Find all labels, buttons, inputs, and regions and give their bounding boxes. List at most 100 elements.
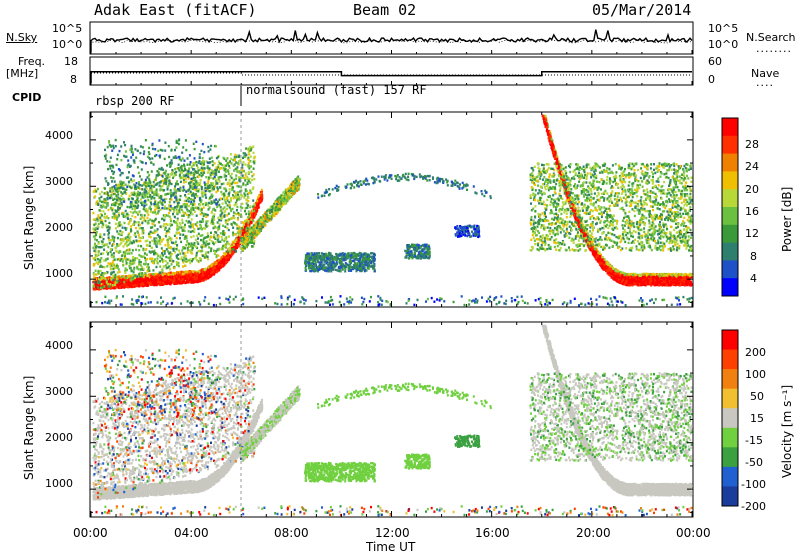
- power-mark: [128, 259, 130, 261]
- power-mark: [106, 160, 108, 162]
- power-mark: [110, 251, 112, 253]
- power-mark: [113, 193, 115, 195]
- power-mark: [200, 274, 202, 276]
- power-mark: [97, 282, 99, 284]
- power-mark: [236, 209, 238, 211]
- power-mark: [125, 236, 127, 238]
- power-mark: [103, 216, 105, 218]
- power-mark: [238, 155, 240, 157]
- power-mark: [124, 144, 126, 146]
- power-mark: [232, 186, 234, 188]
- power-mark: [168, 145, 170, 147]
- power-mark: [114, 217, 116, 219]
- power-mark: [148, 174, 150, 176]
- power-mark: [126, 252, 128, 254]
- power-mark: [197, 169, 199, 171]
- power-mark: [153, 232, 155, 234]
- power-mark: [159, 281, 161, 283]
- power-mark: [233, 179, 235, 181]
- power-mark: [172, 177, 174, 179]
- power-mark: [140, 264, 142, 266]
- power-mark: [98, 246, 100, 248]
- power-mark: [236, 182, 238, 184]
- power-mark: [93, 281, 95, 283]
- power-mark: [226, 208, 228, 210]
- power-mark: [177, 167, 179, 169]
- power-mark: [193, 228, 195, 230]
- power-mark: [150, 203, 152, 205]
- power-mark: [112, 279, 114, 281]
- power-mark: [158, 173, 160, 175]
- power-mark: [219, 223, 221, 225]
- power-mark: [232, 181, 234, 183]
- power-mark: [237, 212, 239, 214]
- power-mark: [221, 256, 223, 258]
- power-mark: [169, 182, 171, 184]
- power-mark: [189, 249, 191, 251]
- power-mark: [225, 221, 227, 223]
- power-mark: [177, 183, 179, 185]
- power-mark: [210, 232, 212, 234]
- power-mark: [115, 194, 117, 196]
- power-mark: [223, 240, 225, 242]
- power-mark: [209, 238, 211, 240]
- power-mark: [182, 230, 184, 232]
- power-mark: [222, 248, 224, 250]
- power-mark: [207, 187, 209, 189]
- power-mark: [174, 235, 176, 237]
- power-mark: [117, 267, 119, 269]
- power-mark: [100, 206, 102, 208]
- power-mark: [176, 237, 178, 239]
- power-mark: [218, 171, 220, 173]
- power-mark: [214, 172, 216, 174]
- power-mark: [116, 230, 118, 232]
- power-mark: [176, 244, 178, 246]
- power-mark: [121, 213, 123, 215]
- power-mark: [165, 181, 167, 183]
- power-mark: [111, 262, 113, 264]
- power-mark: [146, 275, 148, 277]
- power-mark: [125, 277, 127, 279]
- power-mark: [195, 272, 197, 274]
- power-mark: [184, 224, 186, 226]
- power-mark: [161, 218, 163, 220]
- power-mark: [107, 262, 109, 264]
- power-mark: [103, 249, 105, 251]
- power-mark: [182, 211, 184, 213]
- power-mark: [165, 256, 167, 258]
- power-mark: [159, 260, 161, 262]
- power-mark: [177, 219, 179, 221]
- power-mark: [199, 280, 201, 282]
- power-mark: [221, 164, 223, 166]
- power-mark: [195, 223, 197, 225]
- power-mark: [117, 184, 119, 186]
- power-mark: [202, 277, 204, 279]
- power-mark: [213, 273, 215, 275]
- power-mark: [126, 239, 128, 241]
- power-mark: [167, 229, 169, 231]
- power-mark: [196, 241, 198, 243]
- power-mark: [150, 279, 152, 281]
- power-mark: [99, 200, 101, 202]
- power-mark: [189, 163, 191, 165]
- power-mark: [192, 247, 194, 249]
- power-mark: [174, 216, 176, 218]
- power-mark: [214, 162, 216, 164]
- power-mark: [225, 175, 227, 177]
- power-mark: [117, 206, 119, 208]
- power-mark: [183, 170, 185, 172]
- power-mark: [248, 192, 250, 194]
- power-mark: [95, 273, 97, 275]
- power-mark: [172, 213, 174, 215]
- power-mark: [189, 154, 191, 156]
- power-mark: [119, 283, 121, 285]
- power-mark: [137, 212, 139, 214]
- power-mark: [92, 247, 94, 249]
- power-mark: [137, 193, 139, 195]
- power-mark: [100, 253, 102, 255]
- power-mark: [225, 202, 227, 204]
- power-mark: [204, 268, 206, 270]
- power-mark: [110, 239, 112, 241]
- power-mark: [109, 161, 111, 163]
- power-mark: [238, 230, 240, 232]
